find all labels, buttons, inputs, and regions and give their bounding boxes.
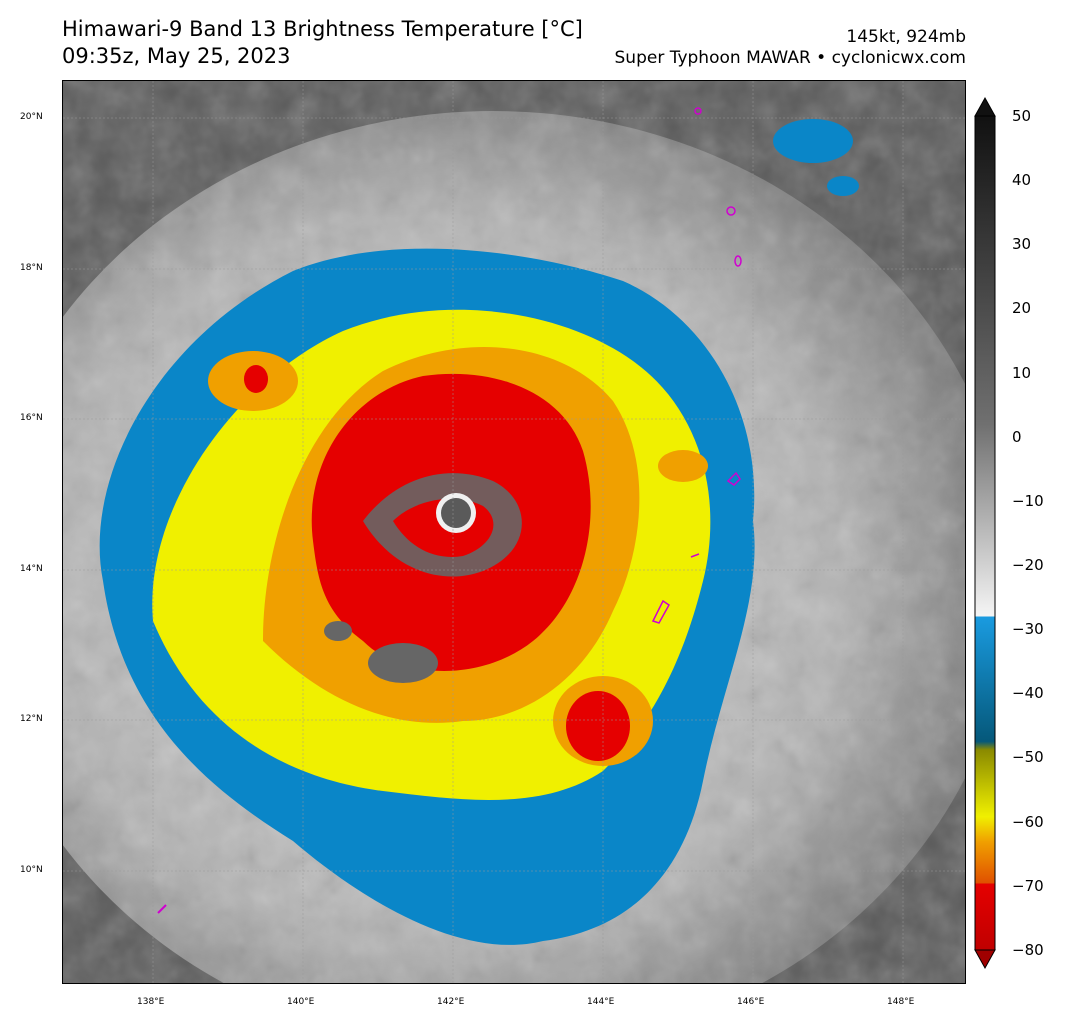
lon-label-148e: 148°E	[887, 997, 915, 1007]
colorbar-label-minus80: −80	[1012, 941, 1044, 959]
lat-label-20n: 20°N	[20, 112, 43, 122]
colorbar-label-minus30: −30	[1012, 620, 1044, 638]
lat-label-12n: 12°N	[20, 714, 43, 724]
lat-label-10n: 10°N	[20, 865, 43, 875]
lon-label-142e: 142°E	[437, 997, 465, 1007]
colorbar-label-minus60: −60	[1012, 813, 1044, 831]
lon-label-144e: 144°E	[587, 997, 615, 1007]
map-datetime: 09:35z, May 25, 2023	[62, 44, 291, 68]
lon-label-140e: 140°E	[287, 997, 315, 1007]
colorbar-label-minus10: −10	[1012, 492, 1044, 510]
map-gridlines	[63, 81, 965, 983]
lon-label-138e: 138°E	[137, 997, 165, 1007]
colorbar-label-minus20: −20	[1012, 556, 1044, 574]
lat-label-14n: 14°N	[20, 564, 43, 574]
colorbar-label-minus50: −50	[1012, 748, 1044, 766]
colorbar-label-50: 50	[1012, 107, 1032, 125]
satellite-map	[62, 80, 966, 984]
colorbar-label-30: 30	[1012, 235, 1032, 253]
lat-label-16n: 16°N	[20, 413, 43, 423]
colorbar-label-40: 40	[1012, 171, 1032, 189]
storm-credit: Super Typhoon MAWAR • cyclonicwx.com	[614, 48, 966, 68]
colorbar-label-minus70: −70	[1012, 877, 1044, 895]
colorbar	[974, 96, 996, 970]
storm-intensity: 145kt, 924mb	[846, 27, 966, 47]
colorbar-label-0: 0	[1012, 428, 1022, 446]
lat-label-18n: 18°N	[20, 263, 43, 273]
colorbar-label-minus40: −40	[1012, 684, 1044, 702]
map-title: Himawari-9 Band 13 Brightness Temperatur…	[62, 17, 583, 41]
satellite-imagery	[63, 81, 965, 983]
colorbar-label-20: 20	[1012, 299, 1032, 317]
colorbar-label-10: 10	[1012, 364, 1032, 382]
lon-label-146e: 146°E	[737, 997, 765, 1007]
